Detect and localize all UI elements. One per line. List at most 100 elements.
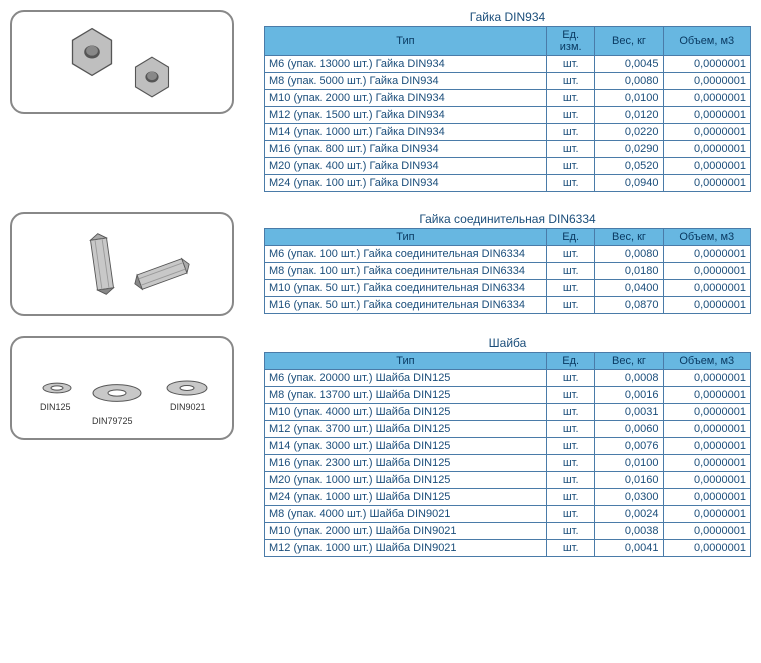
cell-type: М12 (упак. 1000 шт.) Шайба DIN9021 bbox=[265, 540, 547, 557]
cell-type: М6 (упак. 13000 шт.) Гайка DIN934 bbox=[265, 56, 547, 73]
cell-vol: 0,0000001 bbox=[663, 158, 750, 175]
data-table: ТипЕд. изм.Вес, кгОбъем, м3М6 (упак. 130… bbox=[264, 26, 751, 192]
table-row: М6 (упак. 100 шт.) Гайка соединительная … bbox=[265, 246, 751, 263]
cell-unit: шт. bbox=[546, 158, 595, 175]
table-row: М10 (упак. 4000 шт.) Шайба DIN125шт.0,00… bbox=[265, 404, 751, 421]
cell-unit: шт. bbox=[546, 506, 595, 523]
table-title: Гайка DIN934 bbox=[264, 10, 751, 24]
cell-weight: 0,0024 bbox=[595, 506, 663, 523]
cell-type: М24 (упак. 100 шт.) Гайка DIN934 bbox=[265, 175, 547, 192]
table-area-0: Гайка DIN934 ТипЕд. изм.Вес, кгОбъем, м3М… bbox=[264, 10, 751, 192]
cell-type: М12 (упак. 1500 шт.) Гайка DIN934 bbox=[265, 107, 547, 124]
table-row: М14 (упак. 1000 шт.) Гайка DIN934шт.0,02… bbox=[265, 124, 751, 141]
cell-weight: 0,0120 bbox=[595, 107, 663, 124]
table-area-2: Шайба ТипЕд.Вес, кгОбъем, м3М6 (упак. 200… bbox=[264, 336, 751, 557]
cell-weight: 0,0060 bbox=[595, 421, 663, 438]
col-header: Тип bbox=[265, 353, 547, 370]
table-row: М24 (упак. 1000 шт.) Шайба DIN125шт.0,03… bbox=[265, 489, 751, 506]
cell-vol: 0,0000001 bbox=[663, 540, 750, 557]
col-header: Вес, кг bbox=[595, 27, 663, 56]
cell-unit: шт. bbox=[546, 141, 595, 158]
cell-weight: 0,0300 bbox=[595, 489, 663, 506]
cell-weight: 0,0400 bbox=[595, 280, 663, 297]
table-row: М24 (упак. 100 шт.) Гайка DIN934шт.0,094… bbox=[265, 175, 751, 192]
cell-vol: 0,0000001 bbox=[663, 175, 750, 192]
data-table: ТипЕд.Вес, кгОбъем, м3М6 (упак. 20000 шт… bbox=[264, 352, 751, 557]
cell-weight: 0,0016 bbox=[595, 387, 663, 404]
cell-unit: шт. bbox=[546, 246, 595, 263]
table-title: Шайба bbox=[264, 336, 751, 350]
cell-unit: шт. bbox=[546, 73, 595, 90]
cell-weight: 0,0290 bbox=[595, 141, 663, 158]
cell-weight: 0,0080 bbox=[595, 73, 663, 90]
cell-vol: 0,0000001 bbox=[663, 472, 750, 489]
table-row: М6 (упак. 13000 шт.) Гайка DIN934шт.0,00… bbox=[265, 56, 751, 73]
cell-type: М16 (упак. 800 шт.) Гайка DIN934 bbox=[265, 141, 547, 158]
data-table: ТипЕд.Вес, кгОбъем, м3М6 (упак. 100 шт.)… bbox=[264, 228, 751, 314]
cell-weight: 0,0520 bbox=[595, 158, 663, 175]
cell-type: М10 (упак. 4000 шт.) Шайба DIN125 bbox=[265, 404, 547, 421]
table-row: М16 (упак. 50 шт.) Гайка соединительная … bbox=[265, 297, 751, 314]
cell-unit: шт. bbox=[546, 421, 595, 438]
table-title: Гайка соединительная DIN6334 bbox=[264, 212, 751, 226]
cell-unit: шт. bbox=[546, 438, 595, 455]
cell-type: М12 (упак. 3700 шт.) Шайба DIN125 bbox=[265, 421, 547, 438]
cell-weight: 0,0031 bbox=[595, 404, 663, 421]
col-header: Вес, кг bbox=[595, 229, 663, 246]
cell-type: М8 (упак. 5000 шт.) Гайка DIN934 bbox=[265, 73, 547, 90]
table-row: М8 (упак. 100 шт.) Гайка соединительная … bbox=[265, 263, 751, 280]
table-row: М8 (упак. 13700 шт.) Шайба DIN125шт.0,00… bbox=[265, 387, 751, 404]
cell-unit: шт. bbox=[546, 107, 595, 124]
product-image-1 bbox=[10, 212, 234, 316]
cell-type: М10 (упак. 2000 шт.) Гайка DIN934 bbox=[265, 90, 547, 107]
cell-weight: 0,0870 bbox=[595, 297, 663, 314]
cell-unit: шт. bbox=[546, 455, 595, 472]
col-header: Тип bbox=[265, 229, 547, 246]
col-header: Ед. bbox=[546, 229, 595, 246]
washer-label-0: DIN125 bbox=[40, 402, 71, 412]
table-row: М16 (упак. 800 шт.) Гайка DIN934шт.0,029… bbox=[265, 141, 751, 158]
table-row: М12 (упак. 3700 шт.) Шайба DIN125шт.0,00… bbox=[265, 421, 751, 438]
cell-unit: шт. bbox=[546, 90, 595, 107]
col-header: Объем, м3 bbox=[663, 353, 750, 370]
cell-weight: 0,0080 bbox=[595, 246, 663, 263]
col-header: Объем, м3 bbox=[663, 27, 750, 56]
cell-weight: 0,0100 bbox=[595, 90, 663, 107]
washer-label-2: DIN9021 bbox=[170, 402, 206, 412]
col-header: Тип bbox=[265, 27, 547, 56]
cell-type: М16 (упак. 2300 шт.) Шайба DIN125 bbox=[265, 455, 547, 472]
cell-type: М6 (упак. 20000 шт.) Шайба DIN125 bbox=[265, 370, 547, 387]
cell-weight: 0,0038 bbox=[595, 523, 663, 540]
cell-vol: 0,0000001 bbox=[663, 107, 750, 124]
cell-unit: шт. bbox=[546, 124, 595, 141]
cell-unit: шт. bbox=[546, 175, 595, 192]
cell-weight: 0,0008 bbox=[595, 370, 663, 387]
cell-type: М20 (упак. 1000 шт.) Шайба DIN125 bbox=[265, 472, 547, 489]
cell-type: М14 (упак. 3000 шт.) Шайба DIN125 bbox=[265, 438, 547, 455]
cell-vol: 0,0000001 bbox=[663, 370, 750, 387]
table-row: М12 (упак. 1000 шт.) Шайба DIN9021шт. 0,0… bbox=[265, 540, 751, 557]
table-row: М14 (упак. 3000 шт.) Шайба DIN125шт. 0,00… bbox=[265, 438, 751, 455]
cell-type: М8 (упак. 13700 шт.) Шайба DIN125 bbox=[265, 387, 547, 404]
table-row: М12 (упак. 1500 шт.) Гайка DIN934шт.0,01… bbox=[265, 107, 751, 124]
table-row: М8 (упак. 5000 шт.) Гайка DIN934шт.0,008… bbox=[265, 73, 751, 90]
section-0: Гайка DIN934 ТипЕд. изм.Вес, кгОбъем, м3М… bbox=[10, 10, 751, 192]
cell-vol: 0,0000001 bbox=[663, 438, 750, 455]
cell-unit: шт. bbox=[546, 263, 595, 280]
cell-vol: 0,0000001 bbox=[663, 297, 750, 314]
cell-vol: 0,0000001 bbox=[663, 56, 750, 73]
cell-unit: шт. bbox=[546, 472, 595, 489]
cell-unit: шт. bbox=[546, 404, 595, 421]
cell-type: М16 (упак. 50 шт.) Гайка соединительная … bbox=[265, 297, 547, 314]
cell-type: М10 (упак. 2000 шт.) Шайба DIN9021 bbox=[265, 523, 547, 540]
hex-nut-icon bbox=[22, 17, 222, 107]
long-nut-icon bbox=[22, 219, 222, 309]
cell-unit: шт. bbox=[546, 387, 595, 404]
cell-vol: 0,0000001 bbox=[663, 263, 750, 280]
table-row: М6 (упак. 20000 шт.) Шайба DIN125шт.0,00… bbox=[265, 370, 751, 387]
cell-vol: 0,0000001 bbox=[663, 404, 750, 421]
cell-vol: 0,0000001 bbox=[663, 280, 750, 297]
cell-vol: 0,0000001 bbox=[663, 387, 750, 404]
cell-unit: шт. bbox=[546, 540, 595, 557]
cell-vol: 0,0000001 bbox=[663, 73, 750, 90]
